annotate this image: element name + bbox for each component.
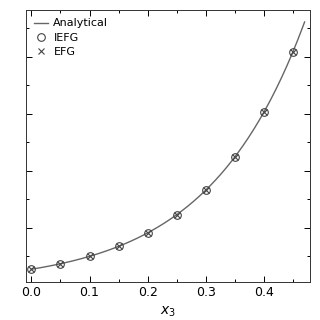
IEFG — [88, 254, 92, 258]
Analytical — [279, 76, 283, 80]
IEFG — [204, 188, 208, 192]
X-axis label: $x_3$: $x_3$ — [160, 305, 176, 319]
EFG — [262, 110, 266, 114]
EFG — [117, 244, 121, 248]
IEFG — [291, 50, 295, 54]
EFG — [88, 254, 92, 258]
Line: Analytical: Analytical — [31, 22, 305, 269]
EFG — [29, 267, 33, 271]
Analytical — [29, 267, 33, 271]
Legend: Analytical, IEFG, EFG: Analytical, IEFG, EFG — [31, 15, 112, 61]
IEFG — [175, 213, 179, 217]
EFG — [146, 231, 149, 235]
EFG — [291, 50, 295, 54]
Analytical — [40, 265, 44, 269]
EFG — [204, 188, 208, 192]
Analytical — [80, 257, 84, 260]
IEFG — [117, 244, 121, 248]
Line: EFG: EFG — [28, 49, 296, 272]
IEFG — [29, 267, 33, 271]
IEFG — [262, 110, 266, 114]
EFG — [175, 213, 179, 217]
Line: IEFG: IEFG — [28, 48, 297, 273]
EFG — [233, 155, 237, 159]
Analytical — [102, 250, 106, 254]
EFG — [59, 262, 62, 266]
IEFG — [233, 155, 237, 159]
IEFG — [146, 231, 149, 235]
IEFG — [59, 262, 62, 266]
Analytical — [46, 264, 50, 268]
Analytical — [289, 55, 293, 59]
Analytical — [303, 20, 307, 24]
